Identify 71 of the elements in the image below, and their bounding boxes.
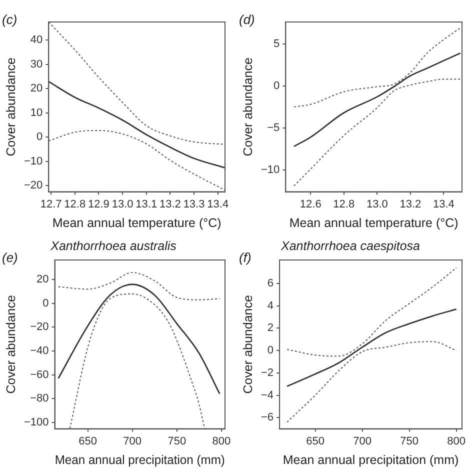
- x-tick-label: 12.8: [333, 198, 355, 210]
- y-tick-label: −100: [24, 416, 49, 428]
- x-tick-label: 12.9: [88, 198, 110, 210]
- line-series: [48, 80, 225, 169]
- x-tick-label: 750: [400, 435, 419, 448]
- text: (f): [239, 250, 252, 266]
- y-tick-label: −10: [24, 155, 43, 168]
- y-tick-label: −60: [30, 368, 49, 381]
- x-axis-title: Mean annual precipitation (mm): [54, 452, 225, 467]
- y-tick-label: 30: [30, 58, 43, 70]
- chart-title: Xanthorrhoea caespitosa: [280, 238, 420, 253]
- x-tick-label: 13.2: [400, 198, 422, 210]
- x-tick-label: 700: [123, 435, 142, 448]
- y-tick-label: −4: [260, 389, 274, 402]
- x-axis-title: Mean annual temperature (°C): [52, 216, 222, 230]
- text: (d): [239, 12, 255, 28]
- x-tick-label: 13.4: [432, 198, 454, 210]
- y-tick-label: −2: [260, 366, 274, 379]
- x-tick-label: 13.0: [366, 198, 388, 210]
- x-tick-label: 13.0: [112, 198, 134, 210]
- line-series: [293, 78, 461, 186]
- y-tick-label: 20: [30, 82, 43, 95]
- line-series: [286, 341, 457, 423]
- x-axis-title: Mean annual temperature (°C): [289, 216, 458, 230]
- x-tick-label: 13.1: [136, 198, 158, 210]
- y-tick-label: −10: [260, 164, 280, 176]
- y-tick-label: 0: [36, 131, 43, 144]
- y-tick-label: −20: [24, 180, 43, 192]
- y-tick-label: 5: [274, 38, 280, 50]
- y-tick-label: 0: [42, 297, 49, 310]
- x-axis-title: Mean annual precipitation (mm): [282, 452, 459, 467]
- y-tick-label: 10: [30, 106, 43, 119]
- text: (e): [2, 250, 18, 266]
- x-tick-label: 12.6: [300, 198, 322, 210]
- x-tick-label: 13.2: [159, 198, 181, 210]
- y-tick-label: 0: [274, 80, 280, 92]
- x-tick-label: 750: [168, 435, 186, 448]
- line-series: [286, 267, 457, 357]
- x-tick-label: 650: [306, 435, 324, 448]
- y-axis-title: Cover abundance: [4, 58, 18, 156]
- y-axis-title: Cover abundance: [240, 295, 255, 394]
- text: (c): [2, 12, 18, 28]
- line-series: [69, 293, 206, 429]
- y-axis-title: Cover abundance: [240, 58, 255, 156]
- chart-title: Xanthorrhoea australis: [50, 238, 176, 253]
- x-tick-label: 13.4: [207, 198, 229, 210]
- y-tick-label: −5: [267, 122, 280, 134]
- y-axis-title: Cover abundance: [4, 295, 18, 394]
- x-tick-label: 800: [447, 435, 466, 448]
- y-tick-label: 6: [267, 278, 274, 290]
- x-tick-label: 12.8: [64, 198, 86, 210]
- y-tick-label: 4: [267, 300, 274, 312]
- y-tick-label: 20: [36, 274, 49, 286]
- y-tick-label: −40: [30, 345, 49, 358]
- y-tick-label: 0: [267, 344, 274, 357]
- y-tick-label: −6: [260, 412, 274, 424]
- line-series: [58, 272, 220, 300]
- y-tick-label: −20: [30, 321, 49, 334]
- line-series: [293, 52, 462, 148]
- line-series: [58, 284, 220, 395]
- line-series: [48, 22, 225, 145]
- y-tick-label: −80: [30, 392, 49, 405]
- x-tick-label: 13.3: [183, 198, 205, 210]
- line-series: [286, 308, 458, 388]
- line-series: [293, 27, 461, 108]
- x-tick-label: 700: [353, 435, 372, 448]
- x-tick-label: 650: [78, 435, 97, 448]
- x-tick-label: 800: [212, 435, 231, 448]
- y-tick-label: 40: [30, 34, 43, 46]
- x-tick-label: 12.7: [40, 198, 62, 210]
- y-tick-label: 2: [267, 322, 274, 334]
